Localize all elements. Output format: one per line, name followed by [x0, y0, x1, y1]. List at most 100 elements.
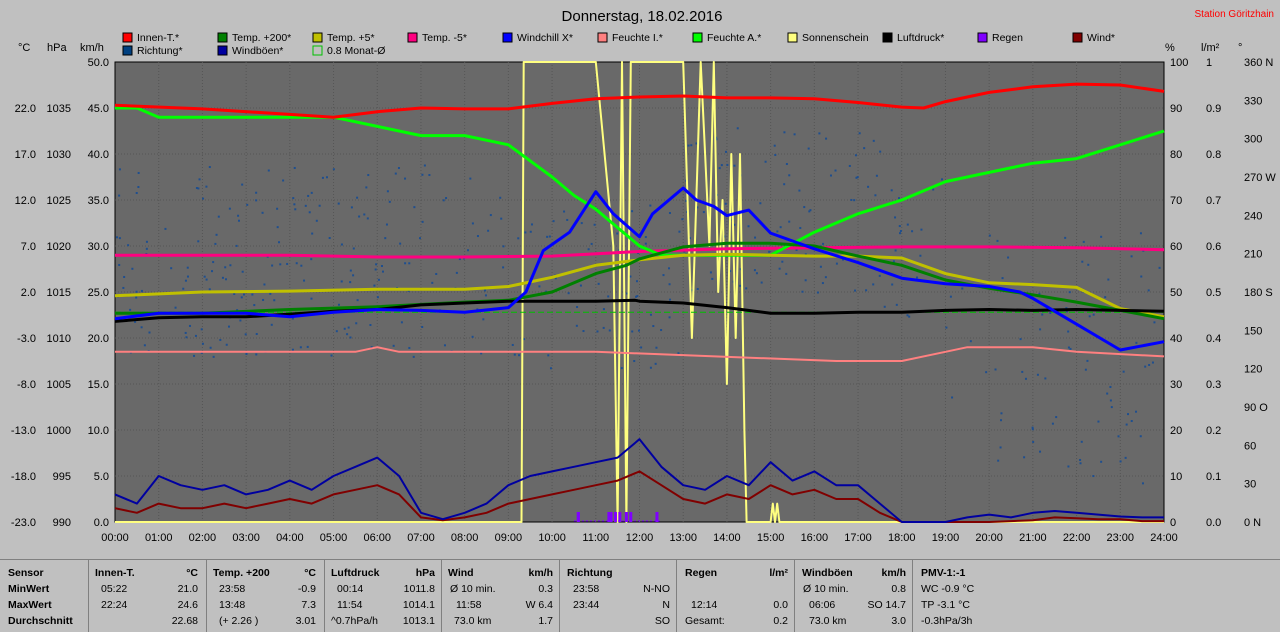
direction-dot	[662, 274, 665, 277]
direction-dot	[994, 368, 997, 371]
direction-dot	[644, 242, 647, 245]
series-line-windb-en	[114, 438, 1164, 523]
stats-temp200-avg-value: 3.01	[295, 615, 316, 627]
direction-dot	[1044, 377, 1047, 380]
direction-dot	[894, 216, 897, 219]
direction-dot	[315, 219, 318, 222]
direction-dot	[367, 174, 370, 177]
direction-dot	[418, 237, 421, 240]
direction-dot	[1092, 313, 1095, 316]
direction-dot	[211, 270, 214, 273]
direction-dot	[825, 137, 828, 140]
y-tick-label: 40.0	[88, 149, 109, 161]
direction-dot	[822, 242, 825, 245]
direction-dot	[863, 147, 866, 150]
direction-dot	[709, 271, 712, 274]
x-tick-label: 16:00	[801, 532, 829, 544]
direction-dot	[445, 197, 448, 200]
direction-dot	[476, 235, 479, 238]
direction-dot	[480, 352, 483, 355]
direction-dot	[310, 191, 313, 194]
rain-mark	[609, 512, 613, 522]
legend-swatch	[692, 32, 703, 43]
y-tick-label: 25.0	[88, 287, 109, 299]
direction-dot	[821, 282, 824, 285]
direction-dot	[311, 232, 314, 235]
direction-dot	[307, 194, 310, 197]
direction-dot	[1117, 435, 1120, 438]
direction-dot	[579, 284, 582, 287]
direction-dot	[898, 225, 901, 228]
x-tick-label: 07:00	[407, 532, 435, 544]
direction-dot	[808, 210, 811, 213]
direction-dot	[652, 325, 655, 328]
direction-dot	[818, 132, 821, 135]
y-tick-label-temp: -13.0	[11, 425, 36, 437]
direction-dot	[798, 189, 801, 192]
direction-dot	[524, 231, 527, 234]
rain-mark	[629, 512, 633, 522]
direction-dot	[607, 295, 610, 298]
y-tick-label-pressure: 995	[53, 471, 71, 483]
direction-dot	[185, 336, 188, 339]
chart-series	[114, 61, 1165, 523]
direction-dot	[635, 280, 638, 283]
stats-innen-min-time: 05:22	[101, 583, 128, 595]
direction-dot	[883, 305, 886, 308]
direction-dot	[241, 183, 244, 186]
direction-dot	[511, 343, 514, 346]
direction-dot	[385, 223, 388, 226]
direction-dot	[919, 254, 922, 257]
direction-dot	[137, 171, 140, 174]
direction-dot	[219, 338, 222, 341]
direction-dot	[1151, 361, 1154, 364]
direction-dot	[380, 265, 383, 268]
direction-dot	[225, 343, 228, 346]
y-tick-label-pressure: 1035	[47, 103, 71, 115]
stats-innen-max-value: 24.6	[177, 599, 198, 611]
series-line-temp-5	[114, 252, 1165, 319]
direction-dot	[547, 354, 550, 357]
direction-dot	[455, 271, 458, 274]
legend-swatch	[122, 32, 133, 43]
direction-dot	[640, 346, 643, 349]
weather-chart: Donnerstag, 18.02.2016 Station Göritzhai…	[10, 8, 1277, 544]
direction-dot	[718, 167, 721, 170]
y-tick-label-humidity: 40	[1170, 333, 1182, 345]
y-tick-label-rain: 0.1	[1206, 471, 1221, 483]
direction-dot	[499, 196, 502, 199]
y-tick-label-humidity: 80	[1170, 149, 1182, 161]
direction-dot	[346, 333, 349, 336]
direction-dot	[332, 168, 335, 171]
y-tick-label-pressure: 1030	[47, 149, 71, 161]
direction-dot	[753, 269, 756, 272]
direction-dot	[255, 191, 258, 194]
direction-dot	[244, 333, 247, 336]
direction-dot	[337, 303, 340, 306]
direction-dot	[200, 328, 203, 331]
direction-dot	[408, 346, 411, 349]
direction-dot	[421, 173, 424, 176]
direction-dot	[932, 188, 935, 191]
direction-dot	[916, 276, 919, 279]
series-line-innen-t	[114, 82, 1165, 119]
direction-dot	[853, 199, 856, 202]
direction-dot	[1144, 365, 1147, 368]
stats-richtung-header: Richtung	[567, 567, 613, 579]
x-tick-label: 21:00	[1019, 532, 1047, 544]
direction-dot	[310, 258, 313, 261]
y-tick-label-temp: -18.0	[11, 471, 36, 483]
unit-label-kmh: km/h	[80, 42, 104, 54]
rain-mark	[576, 512, 580, 522]
direction-dot	[370, 346, 373, 349]
y-tick-label-direction: 270 W	[1244, 172, 1276, 184]
x-tick-label: 02:00	[189, 532, 217, 544]
direction-dot	[140, 289, 143, 292]
direction-dot	[1119, 460, 1122, 463]
stats-richtung-min-time: 23:58	[573, 583, 600, 595]
direction-dot	[1088, 315, 1091, 318]
direction-dot	[377, 278, 380, 281]
direction-dot	[123, 275, 126, 278]
direction-dot	[343, 327, 346, 330]
direction-dot	[423, 164, 426, 167]
